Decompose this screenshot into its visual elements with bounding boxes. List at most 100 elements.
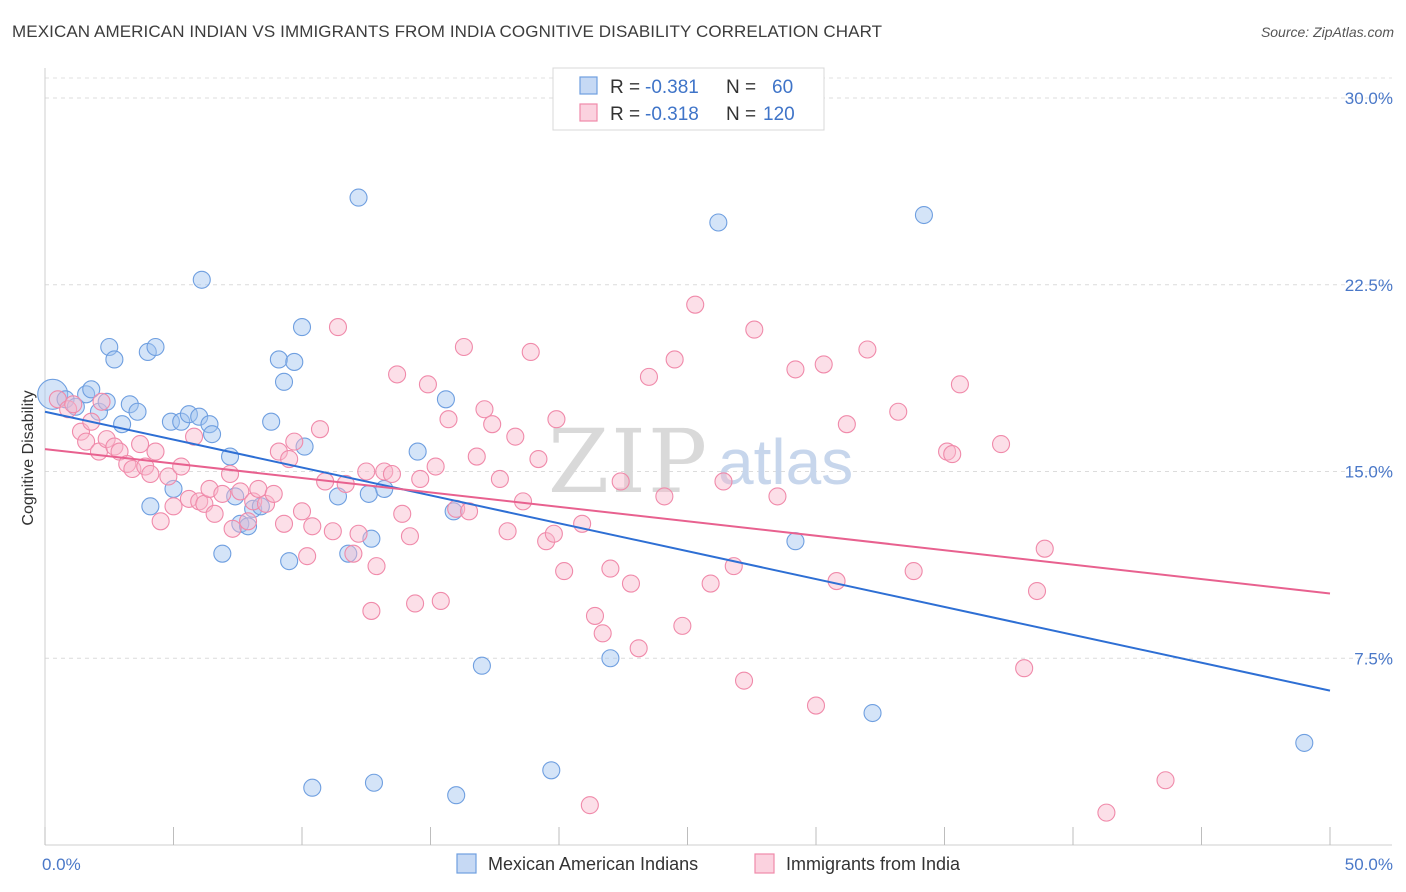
gridlines [45,77,1392,659]
point-mexican-american-indians [1295,733,1314,752]
bottom-legend-swatch-blue [456,853,477,874]
x-tick-label-max: 50.0% [1345,855,1393,874]
point-immigrants-from-india [388,365,407,384]
point-immigrants-from-india [686,295,705,314]
point-mexican-american-indians [37,378,69,410]
point-immigrants-from-india [814,355,833,374]
point-immigrants-from-india [328,318,348,337]
point-mexican-american-indians [82,380,101,399]
axes [44,68,1392,846]
legend-swatch-blue [579,76,598,95]
point-immigrants-from-india [357,462,376,481]
point-immigrants-from-india [889,402,908,421]
trend-line-immigrants-from-india [44,448,1331,595]
point-immigrants-from-india [655,487,674,506]
point-mexican-american-indians [349,188,368,207]
point-immigrants-from-india [580,796,599,815]
tick-labels: 7.5% 15.0% 22.5% 30.0% 0.0% 50.0% [42,89,1393,874]
point-immigrants-from-india [837,415,856,434]
point-immigrants-from-india [274,514,294,533]
point-immigrants-from-india [665,350,684,369]
point-immigrants-from-india [303,517,322,536]
point-immigrants-from-india [418,375,437,394]
point-mexican-american-indians [339,544,358,563]
chart-title: MEXICAN AMERICAN INDIAN VS IMMIGRANTS FR… [12,22,883,41]
point-mexican-american-indians [141,497,160,516]
legend-box [552,67,825,131]
point-immigrants-from-india [621,574,641,593]
point-immigrants-from-india [555,562,574,581]
point-immigrants-from-india [172,457,191,476]
point-immigrants-from-india [786,360,805,379]
point-immigrants-from-india [185,427,204,446]
point-immigrants-from-india [467,447,486,466]
point-mexican-american-indians [105,350,124,369]
point-mexican-american-indians [914,205,933,225]
point-immigrants-from-india [393,504,412,523]
point-immigrants-from-india [601,559,620,578]
point-mexican-american-indians [262,412,281,431]
legend-n-label-2: N = [726,104,756,125]
point-immigrants-from-india [362,601,381,620]
point-mexican-american-indians [359,484,378,503]
point-immigrants-from-india [1156,771,1175,790]
point-mexican-american-indians [375,479,394,498]
point-immigrants-from-india [714,472,733,491]
point-immigrants-from-india [269,442,288,461]
point-immigrants-from-india [141,464,160,484]
point-immigrants-from-india [991,435,1011,454]
point-immigrants-from-india [745,320,764,339]
point-immigrants-from-india [411,469,430,489]
data-points [37,188,1314,822]
point-mexican-american-indians [709,213,728,232]
point-mexican-american-indians [238,517,258,536]
point-mexican-american-indians [77,385,96,404]
point-immigrants-from-india [77,432,96,451]
point-immigrants-from-india [164,497,183,516]
point-mexican-american-indians [436,390,455,409]
bottom-legend-swatch-pink [754,853,775,874]
point-mexican-american-indians [128,402,147,421]
point-immigrants-from-india [231,482,250,501]
point-immigrants-from-india [205,504,224,523]
point-mexican-american-indians [295,437,314,456]
legend-bottom: Mexican American Indians Immigrants from… [456,853,961,874]
y-tick-label: 15.0% [1345,463,1393,482]
point-mexican-american-indians [542,761,561,780]
point-immigrants-from-india [498,522,517,541]
point-mexican-american-indians [472,656,491,675]
point-immigrants-from-india [285,432,304,451]
point-mexican-american-indians [269,350,288,369]
point-mexican-american-indians [120,395,139,414]
point-immigrants-from-india [585,606,605,625]
legend-r-label-1: R = [610,77,640,98]
point-immigrants-from-india [64,395,83,414]
legend-n-value-2: 120 [763,104,795,125]
point-immigrants-from-india [367,557,386,576]
point-immigrants-from-india [938,442,957,461]
legend-swatch-pink [579,103,598,122]
point-mexican-american-indians [190,407,209,426]
point-immigrants-from-india [310,420,330,439]
point-immigrants-from-india [506,427,525,446]
point-mexican-american-indians [172,412,191,431]
point-immigrants-from-india [827,572,846,591]
watermark-zip: ZIP [548,410,709,513]
point-immigrants-from-india [292,502,312,521]
point-immigrants-from-india [256,494,276,513]
point-immigrants-from-india [521,342,540,362]
point-mexican-american-indians [364,773,384,792]
point-mexican-american-indians [161,412,180,431]
point-immigrants-from-india [904,562,923,581]
point-mexican-american-indians [274,372,294,391]
point-immigrants-from-india [547,410,566,429]
point-immigrants-from-india [431,591,450,611]
point-immigrants-from-india [701,574,720,593]
point-mexican-american-indians [213,544,232,563]
watermark-atlas: atlas [718,426,853,498]
point-immigrants-from-india [490,469,509,489]
point-mexican-american-indians [863,703,882,723]
legend-r-label-2: R = [610,104,640,125]
point-immigrants-from-india [238,512,258,531]
trend-lines [44,410,1331,692]
